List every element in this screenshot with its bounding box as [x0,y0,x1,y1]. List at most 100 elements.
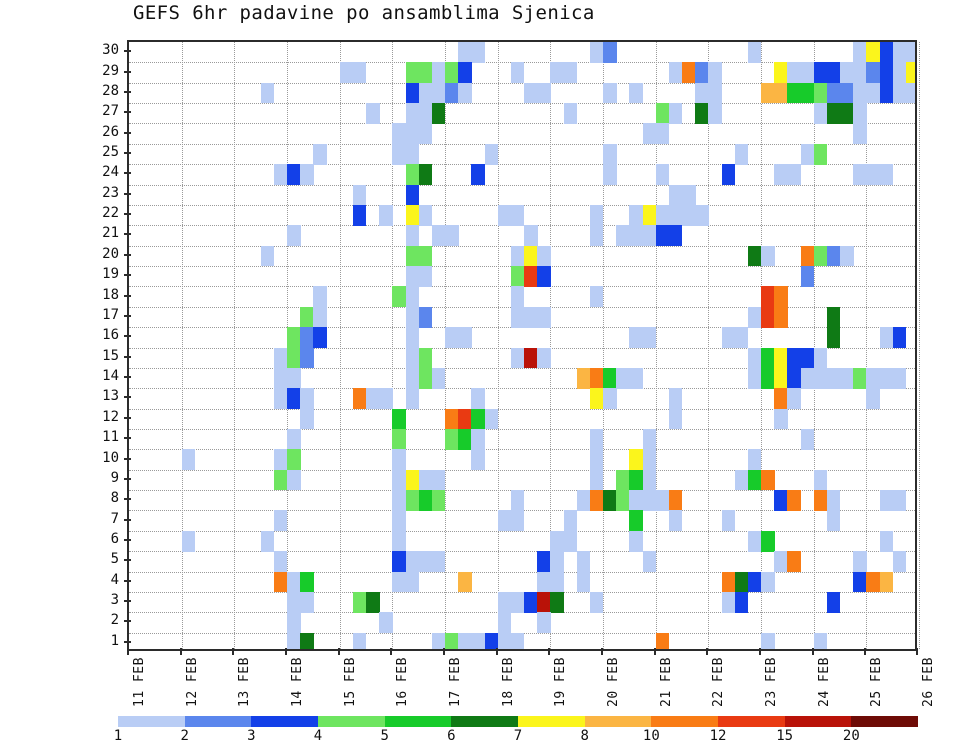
heatmap-cell [287,571,301,593]
heatmap-cell [853,42,867,63]
heatmap-cell [813,367,828,389]
heatmap-cell [813,469,828,491]
heatmap-cell [576,490,591,511]
heatmap-cell [431,490,446,511]
heatmap-cell [300,306,314,328]
heatmap-cell [629,367,643,389]
heatmap-cell [721,591,736,613]
heatmap-cell [787,82,801,104]
heatmap-cell [589,490,604,511]
colorbar-segment [584,716,652,727]
heatmap-cell [445,62,459,84]
heatmap-cell [352,632,367,649]
colorbar-segment [718,716,785,727]
heatmap-cell [734,591,749,613]
heatmap-cell [418,82,433,104]
heatmap-cell [879,530,894,552]
heatmap-cell [853,367,867,389]
heatmap-cell [287,225,301,247]
colorbar-segment [318,716,385,727]
heatmap-cell [774,490,788,511]
heatmap-cell [629,510,643,532]
heatmap-cell [813,632,828,649]
y-tick-mark [124,600,131,603]
heatmap-cell [747,469,762,491]
heatmap-cell [300,388,314,409]
heatmap-cell [497,204,512,226]
heatmap-cell [747,530,762,552]
heatmap-cell [695,204,709,226]
heatmap-cell [458,428,472,450]
x-tick-mark [916,648,918,655]
colorbar-tick-label: 3 [247,728,256,744]
heatmap-cell [879,62,894,84]
heatmap-cell [287,632,301,649]
heatmap-cell [629,327,643,348]
heatmap-cell [747,42,762,63]
heatmap-cell [471,449,485,471]
x-tick-mark [179,648,182,655]
heatmap-cell [603,388,617,409]
heatmap-cell [629,530,643,552]
heatmap-cell [761,82,775,104]
heatmap-cell [826,591,841,613]
heatmap-cell [260,245,275,267]
y-tick-mark [124,192,131,195]
heatmap-cell [405,347,420,369]
heatmap-cell [497,510,512,532]
gridline-horizontal [129,327,915,329]
heatmap-cell [721,510,736,532]
heatmap-cell [668,408,683,430]
y-tick-mark [124,579,131,582]
heatmap-cell [734,571,749,593]
y-tick-label: 25 [102,144,119,161]
heatmap-cell [761,306,775,328]
heatmap-cell [761,367,775,389]
colorbar-tick-label: 6 [447,728,456,744]
heatmap-cell [642,204,657,226]
y-tick-mark [124,620,131,623]
heatmap-cell [392,408,406,430]
gridline-vertical [550,42,552,649]
heatmap-cell [537,571,551,593]
heatmap-cell [537,551,551,572]
heatmap-cell [682,184,696,206]
heatmap-cell [589,469,604,491]
colorbar-segment [251,716,319,727]
heatmap-cell [826,510,841,532]
heatmap-cell [668,388,683,409]
gridline-vertical [866,42,868,649]
heatmap-cell [405,266,420,287]
heatmap-cell [642,225,657,247]
heatmap-cell [761,632,775,649]
heatmap-cell [510,591,525,613]
heatmap-cell [866,388,880,409]
y-tick-mark [124,498,131,501]
heatmap-cell [445,408,459,430]
heatmap-cell [445,632,459,649]
heatmap-cell [352,184,367,206]
heatmap-cell [405,286,420,308]
heatmap-cell [471,164,485,185]
heatmap-cell [418,367,433,389]
heatmap-cell [787,367,801,389]
x-tick-mark [811,648,814,655]
heatmap-cell [471,632,485,649]
heatmap-cell [761,571,775,593]
y-tick-mark [124,70,131,73]
heatmap-cell [800,266,815,287]
gridlines [129,42,920,649]
heatmap-cell [668,103,683,124]
heatmap-cell [761,286,775,308]
heatmap-cell [287,612,301,634]
y-tick-mark [124,538,131,541]
heatmap-cell [879,571,894,593]
colorbar-tick-label: 2 [180,728,189,744]
x-tick-label: 22 FEB [711,657,727,707]
gridline-vertical [603,42,604,649]
heatmap-cell [537,347,551,369]
y-tick-mark [124,416,131,419]
heatmap-cell [655,490,670,511]
heatmap-cell [484,632,499,649]
colorbar-segment [518,716,585,727]
